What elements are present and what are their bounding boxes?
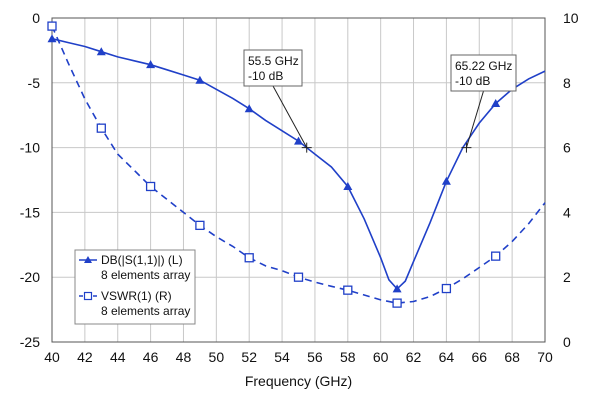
x-tick-label: 50 bbox=[209, 349, 225, 365]
y-left-ticks: 0 -5 -10 -15 -20 -25 bbox=[20, 10, 40, 350]
data-point-square bbox=[47, 21, 57, 31]
data-point-triangle bbox=[294, 136, 303, 145]
y-right-tick-label: 6 bbox=[563, 140, 571, 156]
annotation-box bbox=[450, 54, 517, 92]
annotation-frequency: 55.5 GHz bbox=[248, 54, 299, 68]
x-tick-label: 46 bbox=[143, 349, 159, 365]
y-right-tick-label: 10 bbox=[563, 10, 579, 26]
y-right-tick-label: 2 bbox=[563, 269, 571, 285]
x-ticks: 40 42 44 46 48 50 52 54 56 58 60 62 64 66 68 70 bbox=[44, 349, 553, 365]
annotation-frequency: 65.22 GHz bbox=[455, 59, 512, 73]
x-tick-label: 56 bbox=[307, 349, 323, 365]
data-point-square bbox=[293, 272, 304, 282]
x-tick-label: 44 bbox=[110, 349, 126, 365]
annotation-leader bbox=[465, 90, 484, 148]
data-point-triangle bbox=[146, 60, 156, 69]
data-point-square bbox=[343, 285, 353, 295]
x-tick-label: 70 bbox=[537, 349, 553, 365]
x-tick-label: 52 bbox=[241, 349, 257, 365]
annotation-leader bbox=[272, 85, 308, 148]
x-tick-label: 42 bbox=[77, 349, 93, 365]
series-layer bbox=[47, 21, 546, 308]
legend-series-subtitle: 8 elements array bbox=[101, 268, 190, 282]
marker-crosshair-icon bbox=[461, 142, 472, 153]
x-tick-label: 62 bbox=[406, 349, 422, 365]
data-point-square bbox=[441, 283, 452, 294]
y-left-tick-label: -15 bbox=[20, 204, 40, 220]
data-point-triangle bbox=[195, 75, 205, 84]
legend-marker-triangle-icon bbox=[84, 256, 92, 263]
data-point-square bbox=[491, 251, 501, 261]
data-point-triangle bbox=[441, 176, 451, 185]
data-point-square bbox=[195, 220, 205, 231]
data-point-square bbox=[96, 123, 106, 133]
y-left-tick-label: -5 bbox=[28, 75, 41, 91]
x-tick-label: 64 bbox=[439, 349, 455, 365]
y-right-tick-label: 4 bbox=[563, 204, 571, 220]
y-left-tick-label: 0 bbox=[32, 10, 40, 26]
plot-frame bbox=[51, 17, 546, 343]
data-point-triangle bbox=[392, 284, 402, 293]
data-point-triangle bbox=[47, 34, 57, 43]
x-tick-label: 54 bbox=[274, 349, 290, 365]
legend-series-subtitle: 8 elements array bbox=[101, 304, 190, 318]
legend-marker-square-icon bbox=[83, 291, 93, 301]
y-left-tick-label: -25 bbox=[20, 334, 40, 350]
x-tick-label: 68 bbox=[504, 349, 520, 365]
annotation-level: -10 dB bbox=[248, 69, 283, 83]
y-left-tick-label: -10 bbox=[20, 140, 40, 156]
x-tick-label: 60 bbox=[373, 349, 389, 365]
data-point-triangle bbox=[96, 47, 106, 56]
x-tick-label: 48 bbox=[176, 349, 192, 365]
y-right-tick-label: 0 bbox=[563, 334, 571, 350]
x-axis-label: Frequency (GHz) bbox=[245, 373, 352, 389]
annotation-level: -10 dB bbox=[455, 74, 490, 88]
annotation-box bbox=[243, 49, 303, 87]
marker-crosshair-icon bbox=[301, 142, 312, 153]
x-tick-label: 66 bbox=[471, 349, 487, 365]
legend-box bbox=[74, 249, 196, 325]
data-point-triangle bbox=[244, 104, 254, 113]
y-right-ticks: 10 8 6 4 2 0 bbox=[563, 10, 579, 350]
data-point-square bbox=[392, 298, 402, 308]
x-tick-label: 58 bbox=[340, 349, 356, 365]
data-point-square bbox=[145, 181, 156, 192]
y-right-tick-label: 8 bbox=[563, 75, 571, 91]
y-left-tick-label: -20 bbox=[20, 269, 40, 285]
series-line-s11 bbox=[51, 37, 546, 291]
legend-series-name: VSWR(1) (R) bbox=[101, 289, 172, 303]
data-point-triangle bbox=[343, 181, 353, 190]
data-point-triangle bbox=[491, 99, 501, 108]
legend: DB(|S(1,1)|) (L)8 elements arrayVSWR(1) … bbox=[74, 249, 196, 325]
data-point-square bbox=[244, 253, 254, 263]
x-tick-label: 40 bbox=[44, 349, 60, 365]
legend-series-name: DB(|S(1,1)|) (L) bbox=[101, 253, 183, 267]
